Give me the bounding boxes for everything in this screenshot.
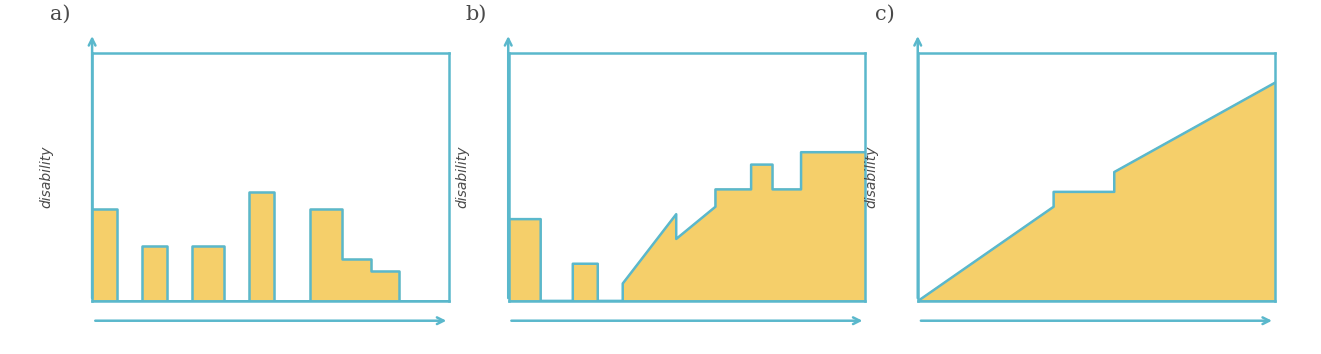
Text: a): a) (50, 4, 70, 23)
Polygon shape (918, 83, 1275, 301)
Text: c): c) (876, 4, 896, 23)
Text: disability: disability (40, 146, 53, 208)
Text: b): b) (466, 4, 487, 23)
Polygon shape (92, 192, 449, 301)
Text: disability: disability (865, 146, 878, 208)
Polygon shape (509, 152, 865, 301)
Text: disability: disability (456, 146, 469, 208)
